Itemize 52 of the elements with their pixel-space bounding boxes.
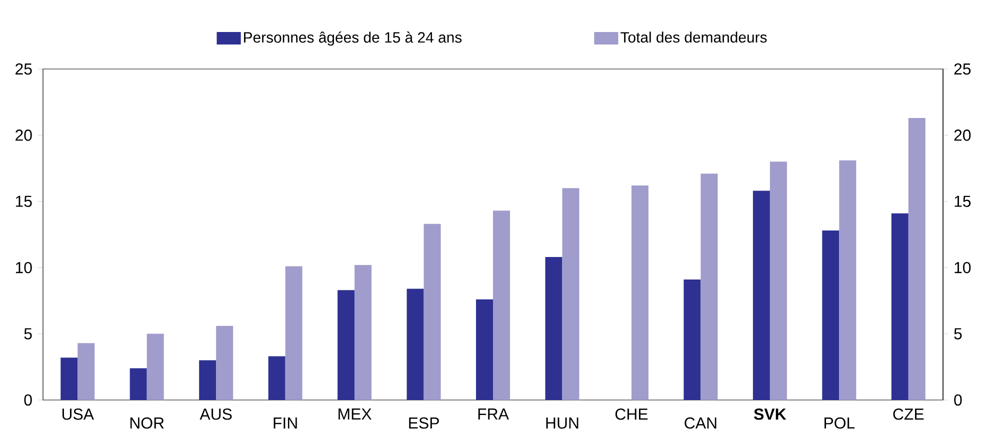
- y-tick-label: 5: [954, 328, 962, 340]
- x-tick-label: CZE: [893, 408, 924, 420]
- bar: [562, 188, 580, 400]
- y2-tick-label: 20: [16, 130, 32, 141]
- bar: [493, 210, 510, 400]
- bar: [60, 358, 78, 400]
- bar: [770, 162, 787, 400]
- x-tick-label: FRA: [478, 408, 509, 420]
- y2-tick-label: 5: [24, 328, 32, 340]
- bar: [130, 368, 147, 400]
- bar: [216, 326, 234, 400]
- bar: [285, 266, 302, 400]
- y-tick-label: 25: [954, 63, 971, 75]
- x-tick-label: MEX: [338, 408, 372, 420]
- bar: [268, 356, 286, 400]
- bar: [424, 224, 441, 400]
- x-tick-label: CHE: [615, 408, 648, 420]
- legend-label: Total des demandeurs: [620, 32, 767, 43]
- bar: [822, 230, 840, 400]
- bar: [839, 160, 856, 400]
- bar: [338, 290, 355, 400]
- y-tick-label: 15: [954, 196, 971, 207]
- bar: [78, 343, 95, 400]
- x-tick-label: SVK: [754, 408, 786, 420]
- bar: [631, 186, 648, 400]
- x-tick-label: NOR: [130, 417, 164, 429]
- bar: [354, 264, 372, 400]
- bar: [476, 299, 494, 400]
- y-tick-label: 0: [954, 394, 962, 406]
- bar: [684, 280, 701, 400]
- legend-label: Personnes âgées de 15 à 24 ans: [244, 32, 462, 46]
- y2-tick-label: 15: [16, 196, 32, 207]
- bar: [752, 190, 770, 400]
- x-tick-label: POL: [824, 417, 855, 429]
- bar: [700, 174, 718, 400]
- y2-tick-label: 0: [24, 394, 32, 406]
- y-tick-label: 20: [954, 130, 971, 141]
- bar: [545, 257, 562, 400]
- x-tick-label: AUS: [200, 408, 232, 420]
- bar: [908, 118, 926, 400]
- bar: [406, 288, 424, 400]
- x-tick-label: ESP: [409, 417, 439, 429]
- x-tick-label: FIN: [274, 418, 297, 429]
- y2-tick-label: 25: [16, 63, 32, 75]
- x-tick-label: CAN: [684, 417, 716, 429]
- bar: [199, 360, 216, 400]
- bar: [891, 213, 908, 400]
- bar: [146, 334, 164, 400]
- x-tick-label: HUN: [546, 418, 578, 429]
- y2-tick-label: 10: [16, 262, 32, 274]
- y-tick-label: 10: [954, 262, 971, 274]
- x-tick-label: USA: [62, 408, 94, 420]
